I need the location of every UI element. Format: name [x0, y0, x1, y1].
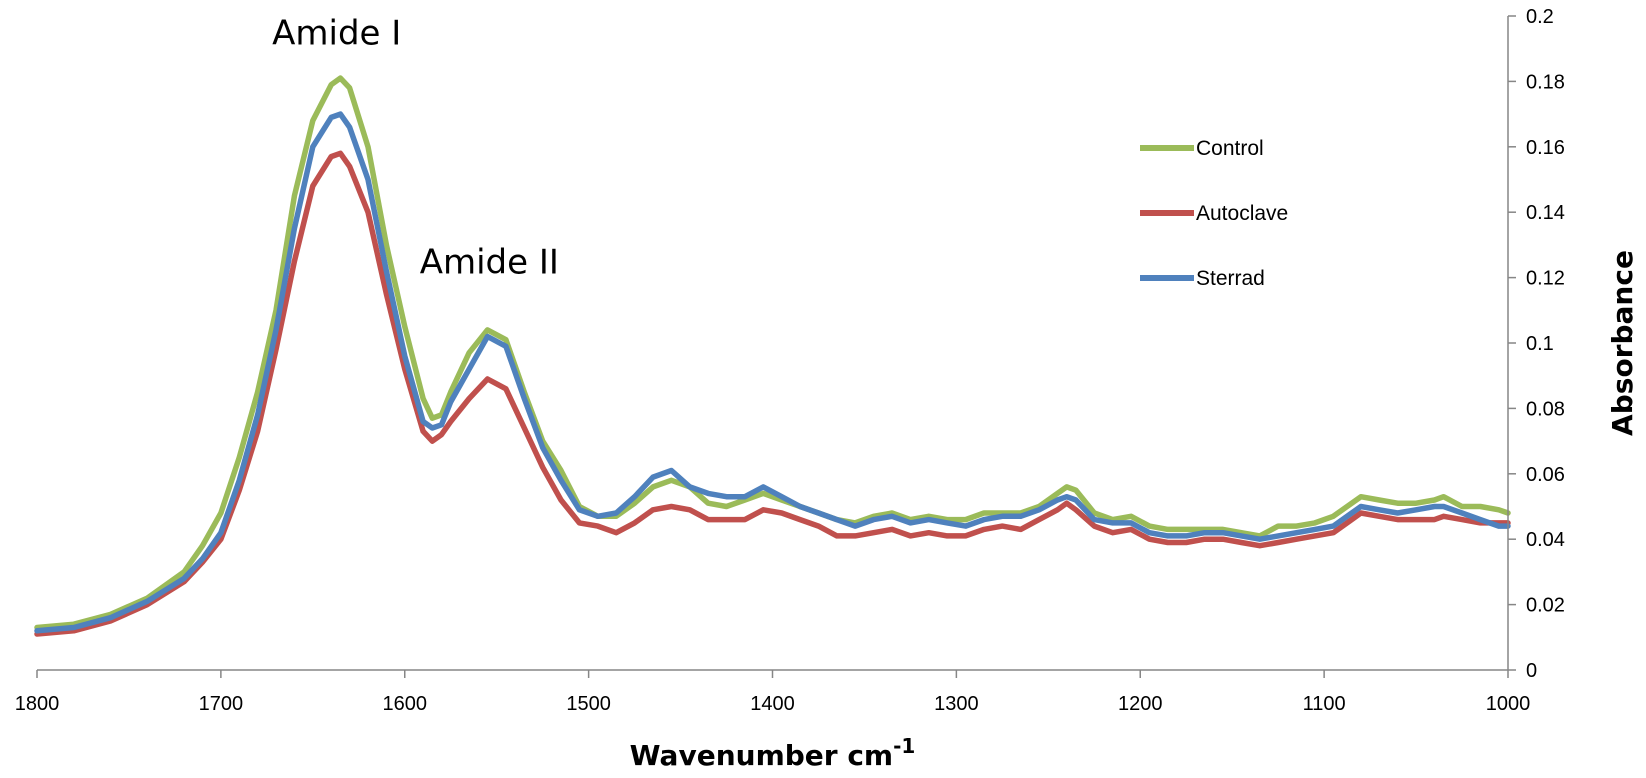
x-axis-title: Wavenumber cm-1	[630, 734, 916, 772]
y-tick-label: 0	[1526, 660, 1537, 682]
y-tick-label: 0.16	[1526, 137, 1565, 159]
x-tick-label: 1500	[566, 693, 611, 715]
y-tick-label: 0.04	[1526, 529, 1565, 551]
x-tick-label: 1300	[934, 693, 979, 715]
x-tick-label: 1200	[1118, 693, 1163, 715]
x-tick-label: 1400	[750, 693, 795, 715]
legend: Control Autoclave Sterrad	[1140, 137, 1288, 290]
series-line-control	[34, 75, 1511, 631]
legend-label-control: Control	[1196, 137, 1264, 160]
peak-annotation: Amide I	[272, 13, 401, 53]
legend-label-sterrad: Sterrad	[1196, 267, 1265, 290]
y-axis-title: Absorbance	[1606, 250, 1639, 436]
peak-annotation: Amide II	[420, 242, 559, 282]
x-tick-label: 1100	[1303, 693, 1346, 715]
y-tick-label: 0.18	[1526, 71, 1565, 93]
x-tick-label: 1600	[383, 693, 428, 715]
y-tick-label: 0.2	[1526, 6, 1554, 28]
x-axis-title-text: Wavenumber cm	[630, 739, 893, 772]
x-axis-title-superscript: -1	[893, 734, 915, 758]
series-layer	[34, 75, 1511, 637]
axes-layer	[37, 16, 1509, 671]
series-line-sterrad	[34, 111, 1511, 634]
y-tick-label: 0.12	[1526, 268, 1565, 290]
x-axis-ticks: 1800 1700 1600 1500 1400 1300 1200 1100 1000	[15, 670, 1531, 715]
y-tick-label: 0.08	[1526, 398, 1565, 420]
x-tick-label: 1800	[15, 693, 60, 715]
legend-label-autoclave: Autoclave	[1196, 202, 1288, 225]
y-axis-ticks: 0 0.02 0.04 0.06 0.08 0.1 0.12 0.14 0.16 0.18 0.2	[1508, 6, 1565, 682]
y-tick-label: 0.02	[1526, 595, 1565, 617]
y-tick-label: 0.1	[1526, 333, 1554, 355]
series-line-autoclave	[34, 150, 1511, 637]
x-tick-label: 1000	[1486, 693, 1531, 715]
x-tick-label: 1700	[199, 693, 244, 715]
y-tick-label: 0.06	[1526, 464, 1565, 486]
y-tick-label: 0.14	[1526, 202, 1565, 224]
annotations-layer: Amide I Amide II	[272, 13, 559, 282]
